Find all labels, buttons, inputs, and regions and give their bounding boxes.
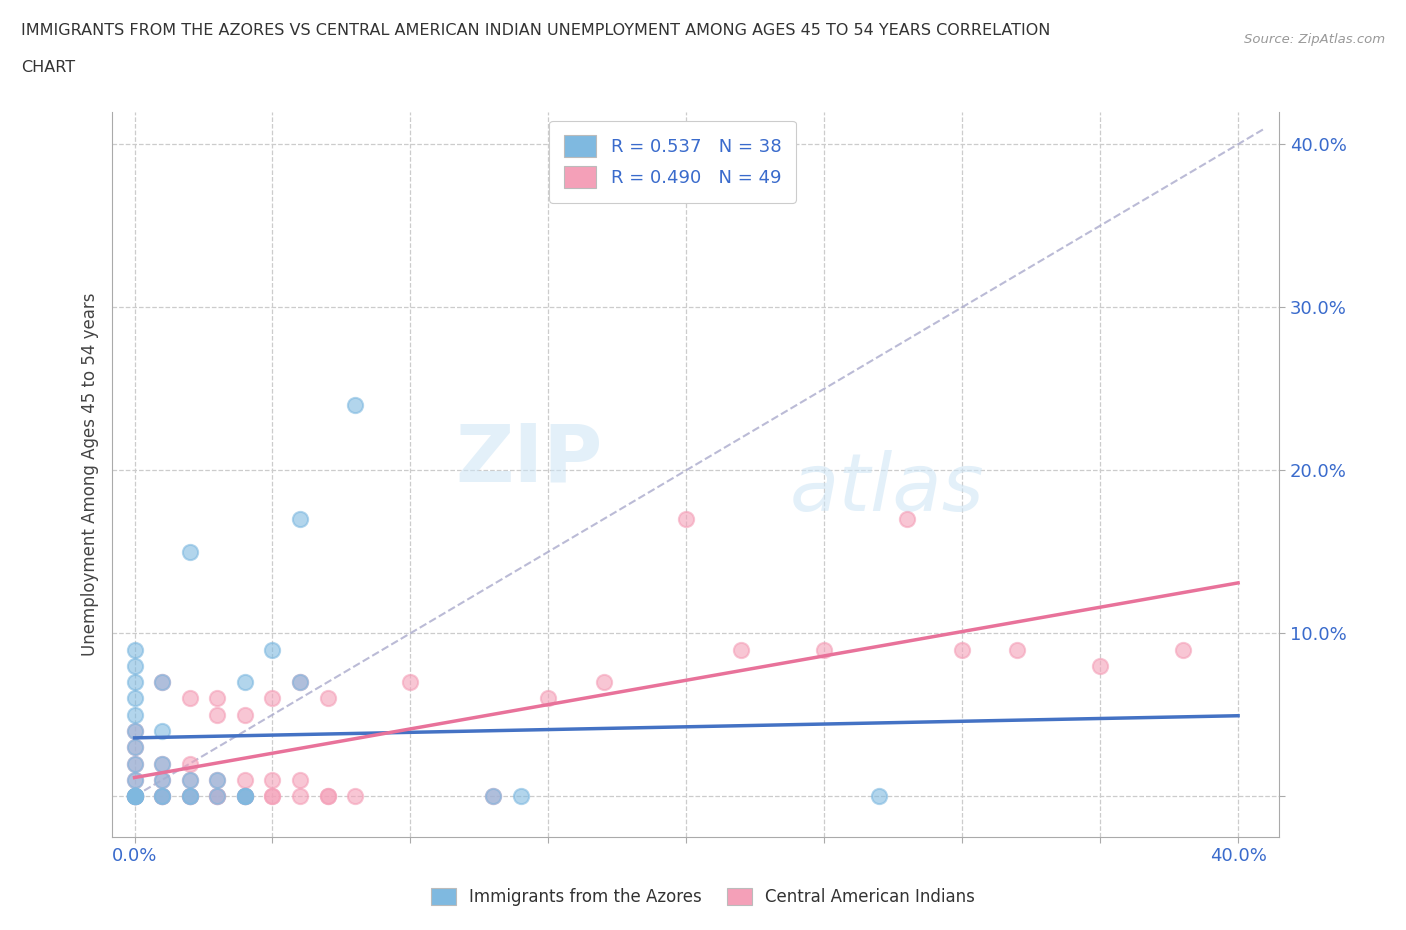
Point [179, 789, 201, 804]
Point [124, 789, 146, 804]
Point [124, 756, 146, 771]
Point [950, 642, 973, 657]
Point [150, 674, 173, 689]
Point [179, 544, 201, 559]
Point [124, 789, 146, 804]
Point [262, 789, 284, 804]
Point [179, 756, 201, 771]
Point [482, 789, 505, 804]
Point [124, 740, 146, 755]
Point [288, 773, 311, 788]
Legend: Immigrants from the Azores, Central American Indians: Immigrants from the Azores, Central Amer… [425, 881, 981, 912]
Text: Source: ZipAtlas.com: Source: ZipAtlas.com [1244, 33, 1385, 46]
Point [179, 789, 201, 804]
Point [124, 789, 146, 804]
Point [233, 674, 256, 689]
Point [124, 789, 146, 804]
Point [124, 756, 146, 771]
Point [262, 789, 284, 804]
Point [316, 789, 339, 804]
Point [124, 773, 146, 788]
Point [207, 773, 229, 788]
Point [179, 773, 201, 788]
Point [179, 789, 201, 804]
Point [233, 708, 256, 723]
Point [179, 691, 201, 706]
Point [124, 724, 146, 738]
Point [233, 789, 256, 804]
Point [813, 642, 835, 657]
Point [124, 789, 146, 804]
Point [399, 674, 422, 689]
Point [288, 512, 311, 526]
Point [207, 789, 229, 804]
Point [233, 789, 256, 804]
Point [288, 674, 311, 689]
Point [262, 773, 284, 788]
Point [1088, 658, 1111, 673]
Point [150, 789, 173, 804]
Y-axis label: Unemployment Among Ages 45 to 54 years: Unemployment Among Ages 45 to 54 years [80, 293, 98, 656]
Point [124, 691, 146, 706]
Point [316, 691, 339, 706]
Point [150, 674, 173, 689]
Point [150, 724, 173, 738]
Point [344, 789, 367, 804]
Point [150, 773, 173, 788]
Point [124, 773, 146, 788]
Point [124, 674, 146, 689]
Point [233, 773, 256, 788]
Point [150, 756, 173, 771]
Point [124, 740, 146, 755]
Point [233, 789, 256, 804]
Point [124, 724, 146, 738]
Point [150, 756, 173, 771]
Point [207, 789, 229, 804]
Point [124, 789, 146, 804]
Point [207, 708, 229, 723]
Point [316, 789, 339, 804]
Point [124, 789, 146, 804]
Point [592, 674, 614, 689]
Point [233, 789, 256, 804]
Point [482, 789, 505, 804]
Point [207, 691, 229, 706]
Text: atlas: atlas [789, 450, 984, 528]
Point [537, 691, 560, 706]
Point [150, 789, 173, 804]
Point [868, 789, 890, 804]
Point [1171, 642, 1194, 657]
Legend: R = 0.537   N = 38, R = 0.490   N = 49: R = 0.537 N = 38, R = 0.490 N = 49 [550, 121, 796, 203]
Point [509, 789, 531, 804]
Point [896, 512, 918, 526]
Point [730, 642, 752, 657]
Point [288, 789, 311, 804]
Point [262, 642, 284, 657]
Point [262, 691, 284, 706]
Point [150, 773, 173, 788]
Point [124, 658, 146, 673]
Point [124, 708, 146, 723]
Point [179, 773, 201, 788]
Text: IMMIGRANTS FROM THE AZORES VS CENTRAL AMERICAN INDIAN UNEMPLOYMENT AMONG AGES 45: IMMIGRANTS FROM THE AZORES VS CENTRAL AM… [21, 23, 1050, 38]
Point [179, 789, 201, 804]
Point [150, 789, 173, 804]
Point [124, 789, 146, 804]
Point [344, 398, 367, 413]
Point [207, 773, 229, 788]
Point [124, 789, 146, 804]
Point [207, 789, 229, 804]
Text: ZIP: ZIP [456, 420, 603, 498]
Point [675, 512, 697, 526]
Point [1007, 642, 1029, 657]
Point [150, 789, 173, 804]
Text: CHART: CHART [21, 60, 75, 75]
Point [233, 789, 256, 804]
Point [288, 674, 311, 689]
Point [124, 642, 146, 657]
